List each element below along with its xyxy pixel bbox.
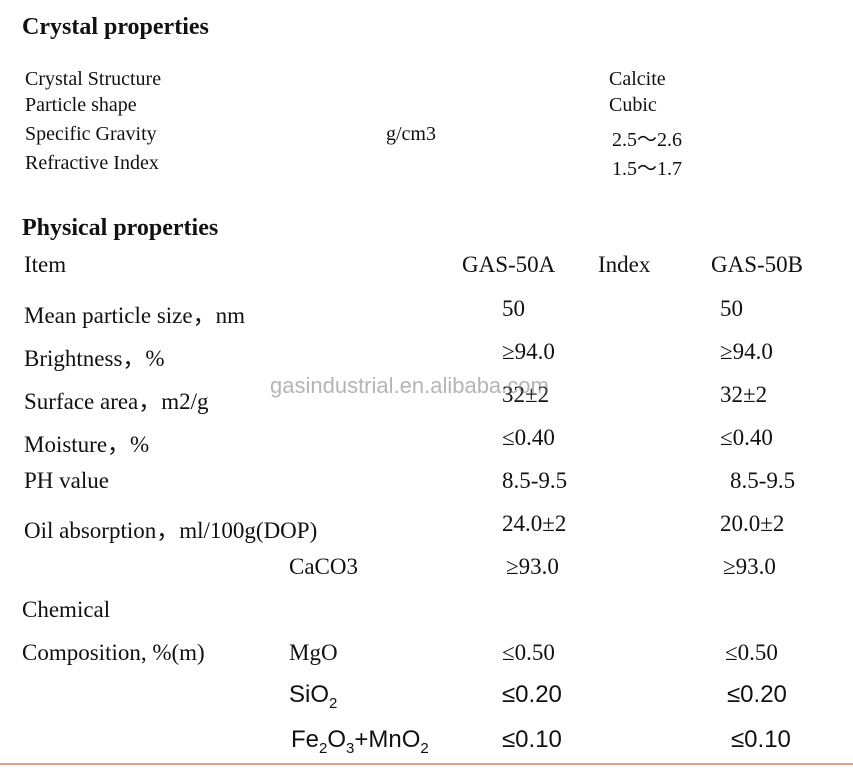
sio2-value-b: ≤0.20 [727,681,787,708]
row-value-a: ≤0.40 [502,425,555,450]
chemical-label-line1: Chemical [22,597,111,622]
header-gas-50a: GAS-50A [462,252,556,277]
row-value-b: 20.0±2 [720,511,785,536]
fe2o3-value-a: ≤0.10 [502,726,562,753]
row-value-b: 32±2 [720,382,768,407]
specific-gravity-unit: g/cm3 [386,123,436,145]
mno-text: +MnO [354,726,421,753]
row-value-a: 24.0±2 [502,511,567,536]
refractive-index-label: Refractive Index [25,152,159,174]
chemical-label-line2: Composition, %(m) [22,640,205,665]
row-value-a: 8.5-9.5 [502,468,568,493]
physical-properties-title: Physical properties [22,215,219,241]
row-value-a: ≥94.0 [502,339,555,364]
row-value-b: 8.5-9.5 [730,468,796,493]
row-value-a: 32±2 [502,382,550,407]
header-gas-50b: GAS-50B [711,252,804,277]
row-label: Moisture，% [24,432,150,457]
crystal-properties-title: Crystal properties [22,14,209,40]
header-item: Item [24,252,67,277]
row-label: Oil absorption，ml/100g(DOP) [24,518,318,543]
fe2o3-value-b: ≤0.10 [731,726,791,753]
fe-subscript: 2 [319,739,328,757]
row-value-a: 50 [502,296,525,321]
specific-gravity-value: 2.5～2.6 [612,129,682,151]
row-value-b: ≤0.40 [720,425,773,450]
o-text: O [327,726,347,753]
caco3-value-a: ≥93.0 [506,554,559,579]
row-value-b: 50 [720,296,743,321]
crystal-structure-label: Crystal Structure [25,68,162,90]
component-mgo: MgO [289,640,338,665]
sio2-subscript: 2 [329,694,338,712]
watermark: gasindustrial.en.alibaba.com [270,373,549,398]
bottom-divider [0,763,853,765]
sio2-value-a: ≤0.20 [502,681,562,708]
component-fe2o3-mno2: Fe2O3+MnO2 [291,726,429,757]
row-label: Brightness，% [24,346,165,371]
caco3-value-b: ≥93.0 [723,554,776,579]
particle-shape-label: Particle shape [25,94,137,116]
fe-text: Fe [291,726,320,753]
mgo-value-a: ≤0.50 [502,640,555,665]
component-sio2: SiO2 [289,681,337,712]
crystal-structure-value: Calcite [609,68,666,90]
header-index: Index [598,252,651,277]
row-label: Surface area，m2/g [24,389,209,414]
particle-shape-value: Cubic [609,94,657,116]
row-label: PH value [24,468,109,493]
row-label: Mean particle size，nm [24,303,245,328]
specific-gravity-label: Specific Gravity [25,123,157,145]
row-value-b: ≥94.0 [720,339,773,364]
refractive-index-value: 1.5～1.7 [612,158,682,180]
mgo-value-b: ≤0.50 [725,640,778,665]
component-caco3: CaCO3 [289,554,358,579]
o-subscript: 3 [346,739,355,757]
mno-subscript: 2 [420,739,429,757]
sio2-main: SiO [289,681,330,708]
